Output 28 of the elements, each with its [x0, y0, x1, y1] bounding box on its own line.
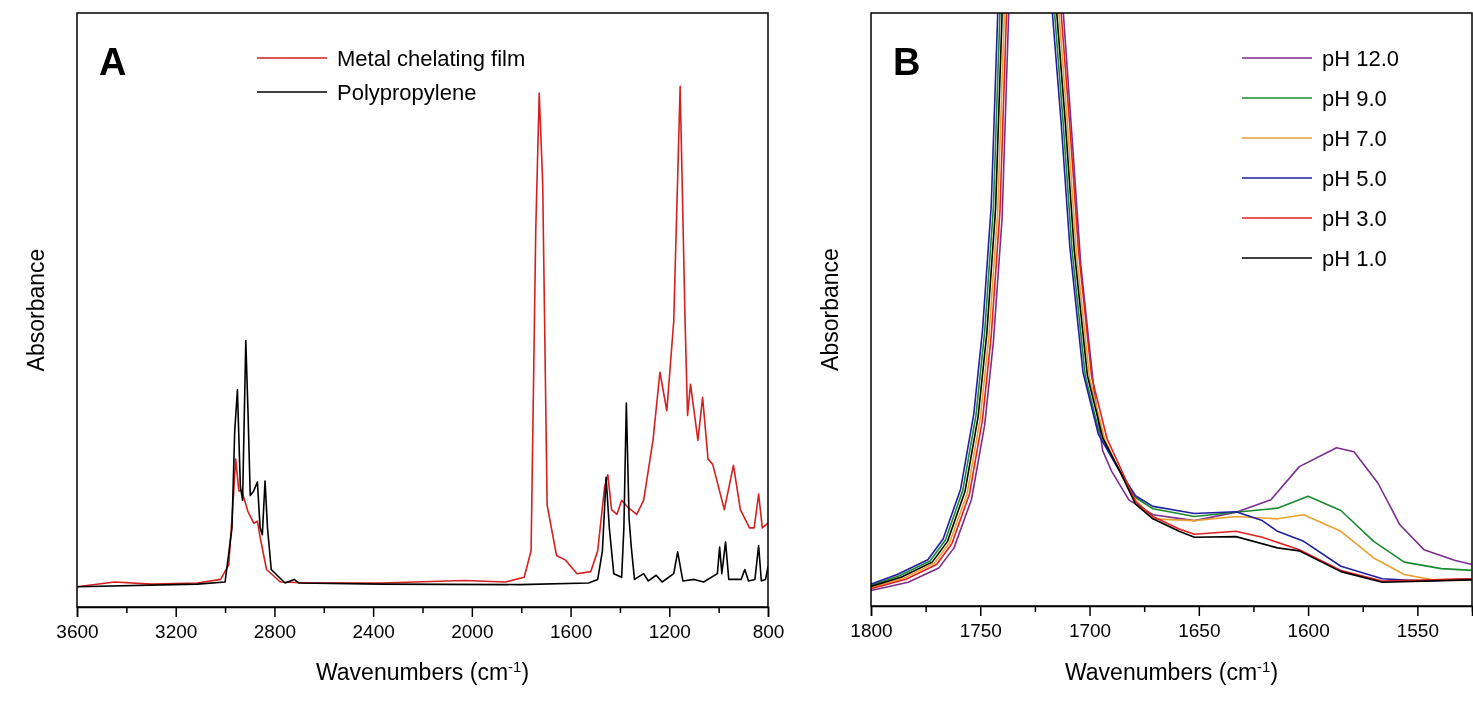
x-axis-title: Wavenumbers (cm$^{-1}$) [1064, 657, 1279, 685]
x-tick-label: 1700 [1068, 620, 1112, 642]
y-axis-title: Absorbance [23, 248, 49, 372]
x-tick-label: 1600 [549, 621, 593, 643]
x-tick-label: 1750 [959, 620, 1002, 642]
x-tick-label: 3200 [155, 621, 198, 643]
legend-label: pH 7.0 [1322, 126, 1387, 151]
x-tick-label: 3600 [56, 621, 99, 643]
legend-label: pH 9.0 [1322, 86, 1387, 111]
x-tick-label: 1650 [1178, 620, 1221, 642]
legend-label: Metal chelating film [337, 46, 526, 71]
x-axis-title: Wavenumbers (cm$^{-1}$) [315, 657, 530, 685]
x-tick-label: 1550 [1396, 620, 1439, 642]
x-tick-label: 2000 [451, 621, 494, 643]
annotation: B [893, 41, 921, 83]
legend-label: pH 3.0 [1322, 206, 1387, 231]
legend-label: pH 12.0 [1322, 46, 1400, 71]
legend-label: pH 1.0 [1322, 246, 1387, 271]
legend-label: Polypropylene [337, 80, 477, 105]
x-tick-label: 800 [752, 621, 785, 643]
legend-label: pH 5.0 [1322, 166, 1387, 191]
x-tick-label: 2800 [253, 621, 297, 643]
x-tick-label: 2400 [352, 621, 395, 643]
x-tick-label: 1600 [1287, 620, 1330, 642]
y-axis-title: Absorbance [817, 248, 843, 371]
x-tick-label: 1800 [850, 620, 893, 642]
text: A [99, 41, 127, 83]
x-tick-label: 1200 [648, 621, 691, 643]
